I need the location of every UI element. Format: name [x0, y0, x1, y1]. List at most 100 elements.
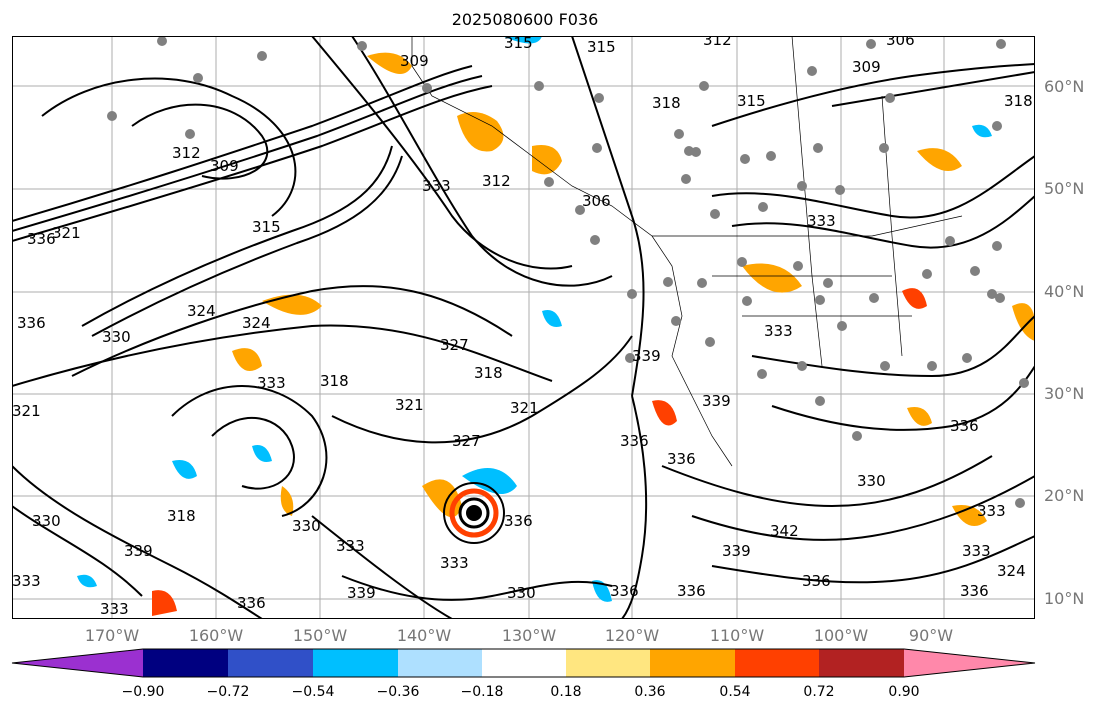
- contour-label: 333: [257, 374, 286, 392]
- colorbar-tick-label: −0.54: [291, 684, 335, 700]
- lon-label: 150°W: [292, 626, 348, 645]
- contour-label: 336: [950, 417, 979, 435]
- contour-labels: 309 315 315 312 306 309 318 315 318 312 …: [12, 36, 1033, 618]
- colorbar-tick-label: −0.72: [206, 684, 250, 700]
- contour-label: 321: [510, 399, 539, 417]
- lon-label: 160°W: [188, 626, 244, 645]
- contour-label: 315: [587, 38, 616, 56]
- contour-label: 324: [997, 562, 1026, 580]
- contour-label: 321: [12, 402, 41, 420]
- contour-label: 309: [210, 157, 239, 175]
- lon-label: 170°W: [84, 626, 140, 645]
- contour-label: 330: [507, 584, 536, 602]
- contour-label: 339: [124, 542, 153, 560]
- lon-label: 140°W: [396, 626, 452, 645]
- map-panel: 309 315 315 312 306 309 318 315 318 312 …: [12, 36, 1035, 619]
- colorbar-tick-label: −0.18: [460, 684, 504, 700]
- contour-label: 339: [347, 584, 376, 602]
- contour-label: 336: [504, 512, 533, 530]
- contour-label: 333: [12, 572, 41, 590]
- colorbar-extend-max: [904, 649, 1035, 677]
- contour-label: 318: [1004, 92, 1033, 110]
- contour-label: 339: [722, 542, 751, 560]
- colorbar-segment: [398, 649, 482, 677]
- colorbar-tick-label: 0.54: [719, 684, 751, 700]
- colorbar-tick-label: 0.90: [888, 684, 920, 700]
- contour-label: 315: [504, 36, 533, 52]
- contour-label: 321: [395, 396, 424, 414]
- lat-label: 60°N: [1044, 77, 1085, 96]
- contour-label: 324: [187, 302, 216, 320]
- contour-label: 333: [807, 212, 836, 230]
- contour-label: 324: [242, 314, 271, 332]
- contour-label: 312: [703, 36, 732, 49]
- contour-label: 339: [702, 392, 731, 410]
- contour-label: 336: [677, 582, 706, 600]
- contour-label: 336: [27, 230, 56, 248]
- colorbar-segment: [566, 649, 650, 677]
- contour-label: 315: [737, 92, 766, 110]
- contour-label: 318: [167, 507, 196, 525]
- contour-label: 333: [977, 502, 1006, 520]
- contour-label: 327: [452, 432, 481, 450]
- lon-label: 130°W: [501, 626, 557, 645]
- map-title: 2025080600 F036: [451, 10, 599, 29]
- shaded-regions: [77, 36, 1035, 616]
- contour-label: 327: [440, 336, 469, 354]
- contour-label: 336: [802, 572, 831, 590]
- contour-label: 306: [582, 192, 611, 210]
- contour-label: 330: [292, 517, 321, 535]
- colorbar-tick-label: −0.36: [376, 684, 420, 700]
- lon-label: 120°W: [604, 626, 660, 645]
- lat-label: 30°N: [1044, 384, 1085, 403]
- contour-label: 333: [422, 177, 451, 195]
- contour-label: 336: [237, 594, 266, 612]
- contour-label: 336: [960, 582, 989, 600]
- colorbar-segment: [228, 649, 313, 677]
- colorbar-tick-label: 0.72: [803, 684, 835, 700]
- contour-label: 333: [100, 600, 129, 618]
- colorbar-segment: [482, 649, 566, 677]
- contour-label: 318: [652, 94, 681, 112]
- colorbar-tick-label: 0.36: [634, 684, 666, 700]
- storm-center: [443, 482, 505, 544]
- contour-label: 333: [764, 322, 793, 340]
- lat-label: 50°N: [1044, 179, 1085, 198]
- contour-label: 336: [610, 582, 639, 600]
- colorbar-segment: [143, 649, 228, 677]
- contour-label: 330: [102, 328, 131, 346]
- contour-label: 336: [667, 450, 696, 468]
- contour-label: 309: [400, 52, 429, 70]
- colorbar-segment: [819, 649, 904, 677]
- colorbar-segment: [650, 649, 735, 677]
- map-canvas: 309 315 315 312 306 309 318 315 318 312 …: [12, 36, 1035, 619]
- contour-label: 306: [886, 36, 915, 49]
- contour-label: 333: [962, 542, 991, 560]
- lon-label: 100°W: [813, 626, 869, 645]
- contour-label: 339: [632, 347, 661, 365]
- contour-label: 330: [32, 512, 61, 530]
- contour-label: 336: [17, 314, 46, 332]
- lat-label: 20°N: [1044, 486, 1085, 505]
- contour-label: 333: [336, 537, 365, 555]
- contour-label: 318: [320, 372, 349, 390]
- contour-label: 330: [857, 472, 886, 490]
- colorbar-tick-label: 0.18: [550, 684, 582, 700]
- contour-label: 312: [482, 172, 511, 190]
- boundaries: [411, 36, 963, 467]
- contour-label: 342: [770, 522, 799, 540]
- lon-label: 110°W: [709, 626, 765, 645]
- contour-label: 312: [172, 144, 201, 162]
- graticule: [12, 36, 1035, 619]
- colorbar-segment: [313, 649, 398, 677]
- colorbar-segment: [735, 649, 819, 677]
- colorbar-tick-label: −0.90: [121, 684, 165, 700]
- contour-label: 315: [252, 218, 281, 236]
- station-markers: [107, 36, 1029, 508]
- contour-label: 321: [52, 224, 81, 242]
- contour-label: 336: [620, 432, 649, 450]
- lat-label: 10°N: [1044, 589, 1085, 608]
- colorbar-extend-min: [12, 649, 143, 677]
- colorbar: [11, 648, 1036, 678]
- contour-label: 318: [474, 364, 503, 382]
